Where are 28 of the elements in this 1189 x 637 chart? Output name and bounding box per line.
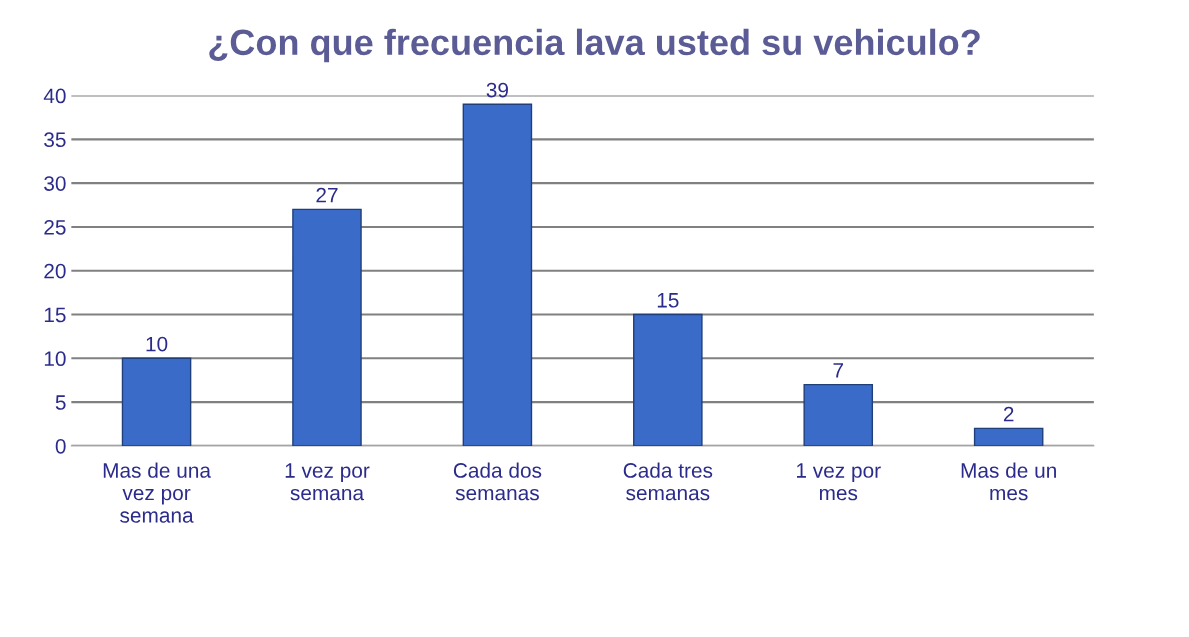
- bar: [462, 103, 533, 446]
- x-tick-label: 1 vez por semana: [285, 463, 370, 501]
- y-tick-label: 35: [44, 132, 66, 148]
- x-tick-label: Mas de un mes: [961, 462, 1056, 501]
- y-tick-label: 10: [44, 351, 66, 367]
- x-tick-label: 1 vez por mes: [796, 463, 881, 501]
- bar: [121, 357, 192, 446]
- data-label: 27: [316, 187, 338, 203]
- data-label: 10: [146, 336, 168, 352]
- y-tick-label: 25: [44, 219, 66, 235]
- y-tick-label: 30: [44, 176, 66, 191]
- data-label: 15: [657, 293, 679, 308]
- y-tick-label: 40: [43, 88, 66, 104]
- bar: [973, 427, 1044, 446]
- bar: [292, 208, 362, 446]
- bar: [803, 383, 874, 446]
- x-tick-label: Mas de una vez por semana: [103, 462, 211, 523]
- x-tick-label: Cada tres semanas: [623, 462, 713, 501]
- y-tick-label: 20: [44, 263, 66, 279]
- chart-title: ¿Con que frecuencia lava usted su vehiculo?: [209, 28, 980, 63]
- bar: [633, 313, 703, 446]
- data-label: 7: [833, 363, 843, 378]
- y-tick-label: 15: [44, 307, 66, 323]
- data-label: 39: [486, 82, 508, 98]
- x-tick-label: Cada dos semanas: [453, 462, 542, 501]
- y-tick-label: 5: [55, 395, 66, 410]
- y-tick-label: 0: [55, 438, 66, 454]
- data-label: 2: [1003, 406, 1014, 422]
